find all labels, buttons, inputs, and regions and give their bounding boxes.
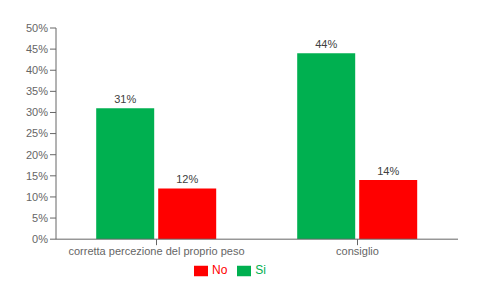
svg-text:30%: 30% bbox=[26, 106, 48, 118]
svg-text:50%: 50% bbox=[26, 22, 48, 34]
svg-text:20%: 20% bbox=[26, 149, 48, 161]
svg-text:15%: 15% bbox=[26, 170, 48, 182]
svg-text:40%: 40% bbox=[26, 64, 48, 76]
svg-text:45%: 45% bbox=[26, 43, 48, 55]
svg-text:corretta percezione del propri: corretta percezione del proprio peso bbox=[68, 245, 244, 257]
html-text:Si: Si bbox=[255, 263, 266, 278]
svg-text:0%: 0% bbox=[32, 233, 48, 245]
html-text:No: No bbox=[212, 263, 228, 278]
svg-text:14%: 14% bbox=[377, 165, 399, 177]
svg-text:44%: 44% bbox=[315, 38, 337, 50]
svg-text:25%: 25% bbox=[26, 127, 48, 139]
svg-text:consiglio: consiglio bbox=[336, 245, 379, 257]
svg-text:35%: 35% bbox=[26, 85, 48, 97]
svg-text:31%: 31% bbox=[114, 93, 136, 105]
svg-text:10%: 10% bbox=[26, 191, 48, 203]
svg-text:5%: 5% bbox=[32, 212, 48, 224]
svg-text:12%: 12% bbox=[176, 173, 198, 185]
